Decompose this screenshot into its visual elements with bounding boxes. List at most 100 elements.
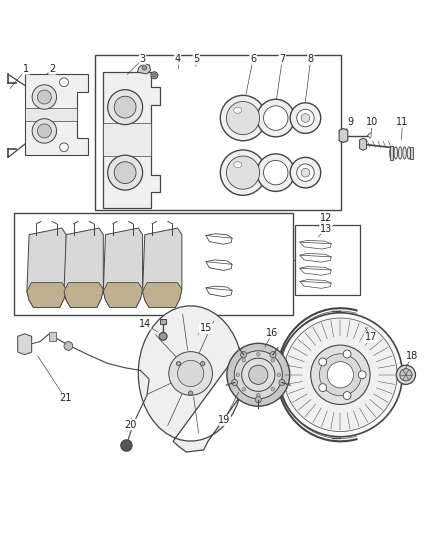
Polygon shape xyxy=(103,72,160,207)
Ellipse shape xyxy=(234,161,242,168)
Circle shape xyxy=(232,379,238,385)
Polygon shape xyxy=(27,228,66,308)
Polygon shape xyxy=(339,128,348,142)
Circle shape xyxy=(220,95,266,141)
Polygon shape xyxy=(103,228,143,308)
Text: 2: 2 xyxy=(49,64,55,74)
Circle shape xyxy=(270,352,276,358)
Circle shape xyxy=(121,440,132,451)
Text: 18: 18 xyxy=(406,351,418,361)
Circle shape xyxy=(159,333,167,340)
Circle shape xyxy=(32,85,57,109)
Circle shape xyxy=(327,362,353,388)
Text: 1: 1 xyxy=(23,64,29,74)
Polygon shape xyxy=(160,319,166,324)
Circle shape xyxy=(319,354,361,395)
Text: 15: 15 xyxy=(200,324,212,334)
Polygon shape xyxy=(138,63,150,74)
Circle shape xyxy=(297,164,314,181)
Text: 14: 14 xyxy=(139,319,151,329)
Circle shape xyxy=(60,78,68,87)
Circle shape xyxy=(311,345,370,405)
Circle shape xyxy=(108,90,143,125)
Polygon shape xyxy=(27,282,66,308)
Circle shape xyxy=(257,99,294,137)
Circle shape xyxy=(177,361,181,366)
Bar xyxy=(295,225,360,295)
Text: 13: 13 xyxy=(320,223,332,233)
Circle shape xyxy=(114,161,136,183)
Text: 16: 16 xyxy=(266,328,279,338)
Circle shape xyxy=(64,342,73,350)
Circle shape xyxy=(290,157,321,188)
Circle shape xyxy=(37,90,51,104)
Circle shape xyxy=(169,352,212,395)
Text: 3: 3 xyxy=(140,54,146,64)
Bar xyxy=(410,147,413,159)
Circle shape xyxy=(257,393,260,397)
Circle shape xyxy=(290,103,321,133)
Polygon shape xyxy=(25,75,88,155)
Circle shape xyxy=(343,350,351,358)
Polygon shape xyxy=(103,282,143,308)
Ellipse shape xyxy=(234,107,242,113)
Bar xyxy=(14,213,293,316)
Circle shape xyxy=(201,361,205,366)
Circle shape xyxy=(255,397,261,403)
Circle shape xyxy=(234,351,283,399)
Circle shape xyxy=(277,373,281,376)
Text: 19: 19 xyxy=(218,415,230,425)
Bar xyxy=(390,146,393,160)
Text: 11: 11 xyxy=(396,117,409,127)
Circle shape xyxy=(319,358,327,366)
Text: 12: 12 xyxy=(320,213,332,223)
Circle shape xyxy=(242,387,246,391)
Polygon shape xyxy=(360,138,367,150)
Text: 6: 6 xyxy=(250,54,256,64)
Circle shape xyxy=(236,373,240,376)
Ellipse shape xyxy=(390,147,393,159)
Circle shape xyxy=(114,96,136,118)
Circle shape xyxy=(264,160,288,185)
Circle shape xyxy=(249,365,268,384)
Circle shape xyxy=(188,391,193,395)
Circle shape xyxy=(142,66,147,70)
Circle shape xyxy=(177,360,204,386)
Ellipse shape xyxy=(403,147,406,159)
Polygon shape xyxy=(49,332,56,341)
Text: 4: 4 xyxy=(174,54,180,64)
Bar xyxy=(95,55,341,210)
Circle shape xyxy=(242,358,275,391)
Circle shape xyxy=(301,114,310,123)
Ellipse shape xyxy=(407,147,411,159)
Bar xyxy=(103,123,151,157)
Text: 8: 8 xyxy=(307,54,314,64)
Circle shape xyxy=(279,313,403,437)
Circle shape xyxy=(301,168,310,177)
Text: 9: 9 xyxy=(347,117,353,127)
Circle shape xyxy=(358,371,366,379)
Circle shape xyxy=(343,392,351,399)
Circle shape xyxy=(271,359,275,362)
Circle shape xyxy=(227,343,290,406)
Ellipse shape xyxy=(399,147,402,159)
Ellipse shape xyxy=(394,147,398,159)
Circle shape xyxy=(396,365,416,384)
Circle shape xyxy=(279,379,285,385)
Text: 7: 7 xyxy=(279,54,286,64)
Circle shape xyxy=(284,318,397,432)
Circle shape xyxy=(151,72,158,79)
Polygon shape xyxy=(64,228,103,308)
Circle shape xyxy=(242,359,246,362)
Circle shape xyxy=(152,74,156,77)
Bar xyxy=(25,108,77,121)
Circle shape xyxy=(257,154,294,191)
Circle shape xyxy=(319,384,327,392)
Circle shape xyxy=(271,387,275,391)
Circle shape xyxy=(400,369,412,381)
Text: 5: 5 xyxy=(193,54,199,64)
Polygon shape xyxy=(64,282,103,308)
Circle shape xyxy=(257,352,260,356)
Polygon shape xyxy=(138,306,240,452)
Polygon shape xyxy=(143,282,182,308)
